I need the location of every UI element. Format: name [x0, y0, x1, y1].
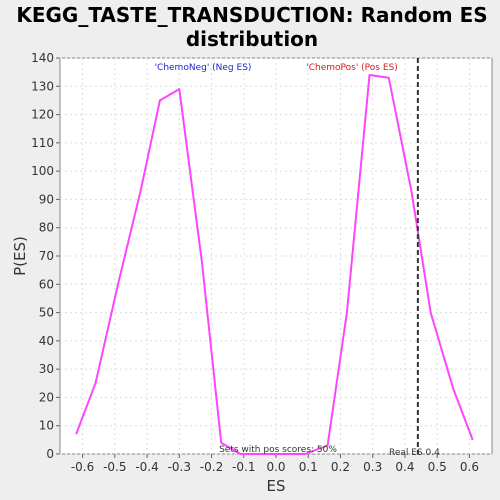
y-tick-label: 0: [46, 447, 54, 461]
x-tick-label: -0.5: [103, 460, 126, 474]
x-tick-label: -0.3: [168, 460, 191, 474]
y-tick-label: 100: [31, 164, 54, 178]
x-tick-label: 0.2: [331, 460, 350, 474]
real-es-text: Real ES 0.4: [389, 448, 440, 458]
x-tick-label: 0.1: [299, 460, 318, 474]
y-tick-label: 10: [39, 419, 54, 433]
y-tick-label: 80: [39, 221, 54, 235]
y-tick-label: 70: [39, 249, 54, 263]
x-tick-label: 0.4: [395, 460, 414, 474]
pos-es-label: 'ChemoPos' (Pos ES): [306, 63, 398, 73]
y-tick-label: 90: [39, 192, 54, 206]
y-tick-label: 20: [39, 390, 54, 404]
x-axis: -0.6 -0.5 -0.4 -0.3 -0.2 -0.1 0.0 0.1 0.2 0.3 0.4 0…: [71, 454, 479, 474]
y-tick-label: 50: [39, 306, 54, 320]
y-tick-label: 140: [31, 51, 54, 65]
y-tick-label: 130: [31, 79, 54, 93]
neg-es-label: 'ChemoNeg' (Neg ES): [155, 63, 252, 73]
series-line: [75, 74, 474, 455]
y-tick-label: 60: [39, 277, 54, 291]
chart-title-line1: KEGG_TASTE_TRANSDUCTION: Random ES: [16, 3, 487, 27]
y-tick-label: 110: [31, 136, 54, 150]
y-tick-label: 120: [31, 108, 54, 122]
series-layer: [75, 74, 474, 455]
x-tick-label: 0.3: [363, 460, 382, 474]
chart-title-line2: distribution: [186, 27, 318, 51]
x-tick-label: -0.6: [71, 460, 94, 474]
x-tick-label: 0.5: [428, 460, 447, 474]
x-tick-label: 0.0: [266, 460, 285, 474]
y-axis: 0 10 20 30 40 50 60 70 80 90 100 110 120 130 140: [31, 51, 60, 461]
y-axis-label: P(ES): [11, 236, 29, 276]
x-tick-label: 0.6: [460, 460, 479, 474]
x-axis-label: ES: [267, 477, 286, 495]
sets-pos-scores-text: Sets with pos scores: 50%: [219, 445, 337, 455]
x-tick-label: -0.1: [232, 460, 255, 474]
x-tick-label: -0.4: [135, 460, 158, 474]
x-tick-label: -0.2: [200, 460, 223, 474]
y-tick-label: 30: [39, 362, 54, 376]
y-tick-label: 40: [39, 334, 54, 348]
